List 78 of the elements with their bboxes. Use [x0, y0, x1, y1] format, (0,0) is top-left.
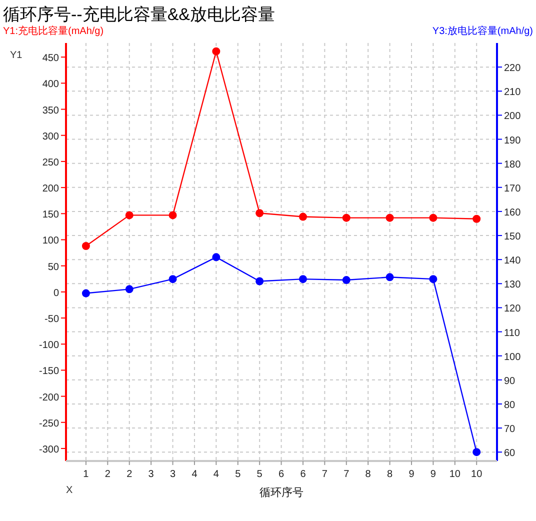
point — [82, 242, 90, 250]
y-tick-label: 50 — [48, 262, 60, 273]
x-tick-label: 7 — [322, 469, 328, 480]
point — [125, 211, 134, 220]
y-tick-label: -50 — [44, 314, 60, 326]
x-tick-label: 4 — [192, 469, 198, 480]
y2-tick-label: 120 — [504, 304, 522, 315]
point — [256, 277, 264, 286]
y2-tick-label: 160 — [504, 207, 522, 218]
y-tick-label: -100 — [38, 340, 60, 352]
y2-tick-label: 80 — [504, 400, 516, 411]
x-tick-label: 9 — [408, 469, 415, 480]
point — [342, 276, 350, 284]
point — [125, 285, 134, 294]
point — [429, 275, 438, 284]
y-tick-label: 0 — [53, 288, 60, 299]
point — [386, 214, 394, 222]
x-tick-label: 2 — [126, 469, 133, 480]
x-tick-label: 8 — [365, 469, 372, 480]
x-tick-label: 3 — [170, 469, 176, 480]
y-tick-label: 250 — [42, 157, 60, 168]
y2-tick-label: 140 — [504, 256, 522, 267]
text: Y1 — [10, 50, 23, 61]
x-tick-label: 6 — [278, 469, 284, 480]
x-tick-label: 1 — [83, 469, 90, 480]
x-tick-label: 10 — [449, 469, 461, 480]
text: X — [66, 485, 73, 496]
y2-tick-label: 210 — [504, 87, 522, 98]
x-tick-label: 7 — [344, 469, 350, 480]
y2-tick-label: 130 — [504, 280, 522, 291]
y-tick-label: 100 — [42, 236, 60, 247]
y-tick-label: -200 — [38, 392, 60, 404]
y-axis-title: Y1:充电比容量(mAh/g) — [3, 25, 104, 37]
point — [212, 47, 220, 56]
point — [212, 253, 220, 262]
y2-tick-label: 170 — [504, 183, 522, 194]
y2-tick-label: 60 — [504, 448, 516, 460]
x-tick-label: 5 — [235, 469, 242, 480]
chart-title: 循环序号--充电比容量&&放电比容量 — [3, 5, 275, 24]
y-tick-label: 300 — [42, 131, 60, 142]
x-tick-label: 6 — [300, 469, 306, 480]
x-axis-title: 循环序号 — [260, 486, 304, 499]
x-tick-label: 9 — [430, 469, 436, 480]
y2-axis-title: Y3:放电比容量(mAh/g) — [432, 25, 533, 37]
y-tick-label: 350 — [42, 105, 60, 116]
x-tick-label: 10 — [471, 469, 483, 480]
y-tick-label: 400 — [42, 79, 60, 90]
y-tick-label: -250 — [38, 418, 60, 430]
x-tick-label: 2 — [104, 469, 111, 480]
y-tick-label: 200 — [42, 184, 60, 195]
x-tick-label: 4 — [213, 469, 220, 480]
y-tick-label: 450 — [42, 53, 60, 64]
point — [168, 275, 177, 284]
y-tick-label: -300 — [38, 444, 60, 456]
point — [298, 212, 307, 221]
y2-tick-label: 110 — [504, 328, 520, 339]
point — [472, 214, 481, 223]
y2-tick-label: 180 — [504, 159, 522, 170]
point — [256, 209, 264, 218]
y2-tick-label: 70 — [504, 424, 516, 436]
x-tick-label: 3 — [148, 469, 154, 480]
y-tick-label: 150 — [42, 210, 60, 221]
point — [298, 275, 307, 284]
point — [168, 211, 177, 220]
y-tick-label: -150 — [38, 366, 60, 378]
y2-tick-label: 150 — [504, 232, 522, 243]
y2-tick-label: 190 — [504, 135, 522, 146]
x-tick-label: 5 — [256, 469, 263, 480]
y2-tick-label: 200 — [504, 111, 522, 122]
x-tick-label: 8 — [387, 469, 394, 480]
point — [82, 289, 90, 298]
point — [386, 273, 394, 282]
point — [472, 448, 481, 456]
point — [429, 214, 438, 222]
point — [342, 214, 350, 222]
y2-tick-label: 90 — [504, 376, 516, 387]
y2-tick-label: 100 — [504, 352, 522, 363]
y2-tick-label: 220 — [504, 63, 522, 74]
